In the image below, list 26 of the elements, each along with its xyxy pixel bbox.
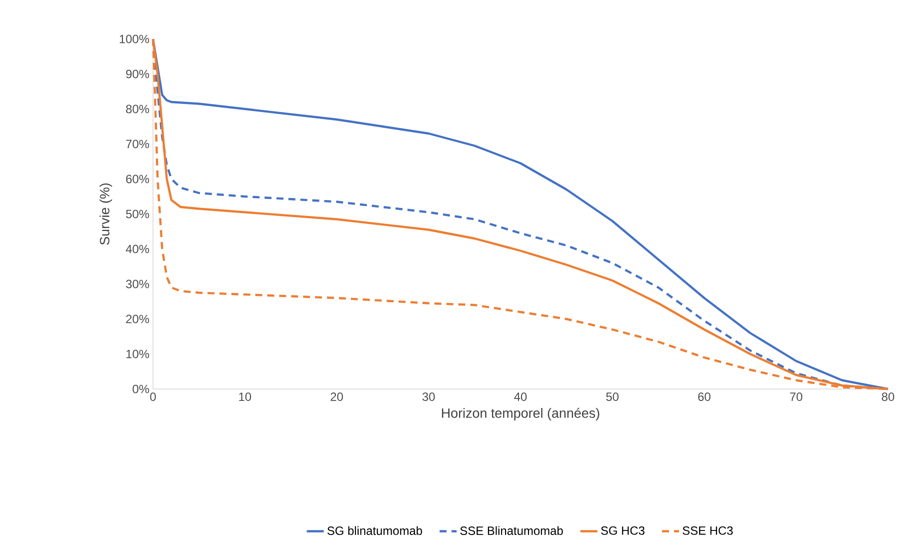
x-tick-label: 40 xyxy=(514,392,527,401)
x-tick-label: 60 xyxy=(698,392,710,401)
y-tick-label: 10% xyxy=(126,350,150,358)
x-tick-label: 20 xyxy=(330,392,343,401)
legend-label: SSE Blinatumomab xyxy=(460,526,563,535)
x-tick-label: 70 xyxy=(790,392,802,401)
y-axis-title: Survie (%) xyxy=(100,183,112,245)
y-tick-label: 100% xyxy=(120,34,150,44)
x-axis-title: Horizon temporel (années) xyxy=(442,408,600,421)
x-tick-label: 10 xyxy=(239,392,252,401)
y-tick-label: 40% xyxy=(126,244,150,254)
y-tick-label: 80% xyxy=(126,104,150,114)
y-tick-label: 50% xyxy=(126,210,150,218)
x-tick-label: 0 xyxy=(150,392,156,401)
y-tick-label: 20% xyxy=(126,314,150,324)
y-tick-label: 30% xyxy=(126,280,150,288)
legend-label: SSE HC3 xyxy=(682,526,733,535)
legend-label: SG HC3 xyxy=(601,526,644,535)
y-tick-label: 70% xyxy=(126,140,150,148)
x-tick-label: 30 xyxy=(422,392,435,401)
x-tick-label: 50 xyxy=(606,392,619,401)
y-tick-label: 60% xyxy=(126,174,150,184)
y-tick-label: 0% xyxy=(132,384,150,394)
y-tick-label: 90% xyxy=(126,70,150,78)
x-tick-label: 80 xyxy=(882,392,894,401)
legend-label: SG blinatumomab xyxy=(327,526,422,535)
